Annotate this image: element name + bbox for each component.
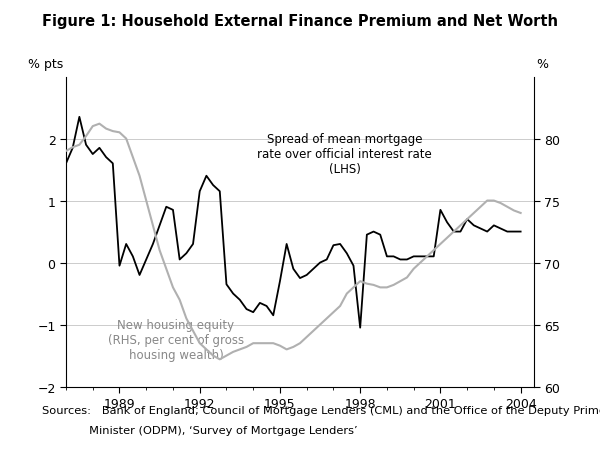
- Text: %: %: [536, 58, 548, 71]
- Text: % pts: % pts: [28, 58, 64, 71]
- Text: New housing equity
(RHS, per cent of gross
housing wealth): New housing equity (RHS, per cent of gro…: [108, 318, 244, 362]
- Text: Figure 1: Household External Finance Premium and Net Worth: Figure 1: Household External Finance Pre…: [42, 14, 558, 29]
- Text: Spread of mean mortgage
rate over official interest rate
(LHS): Spread of mean mortgage rate over offici…: [257, 133, 432, 176]
- Text: Minister (ODPM), ‘Survey of Mortgage Lenders’: Minister (ODPM), ‘Survey of Mortgage Len…: [42, 425, 358, 435]
- Text: Sources:   Bank of England; Council of Mortgage Lenders (CML) and the Office of : Sources: Bank of England; Council of Mor…: [42, 405, 600, 415]
